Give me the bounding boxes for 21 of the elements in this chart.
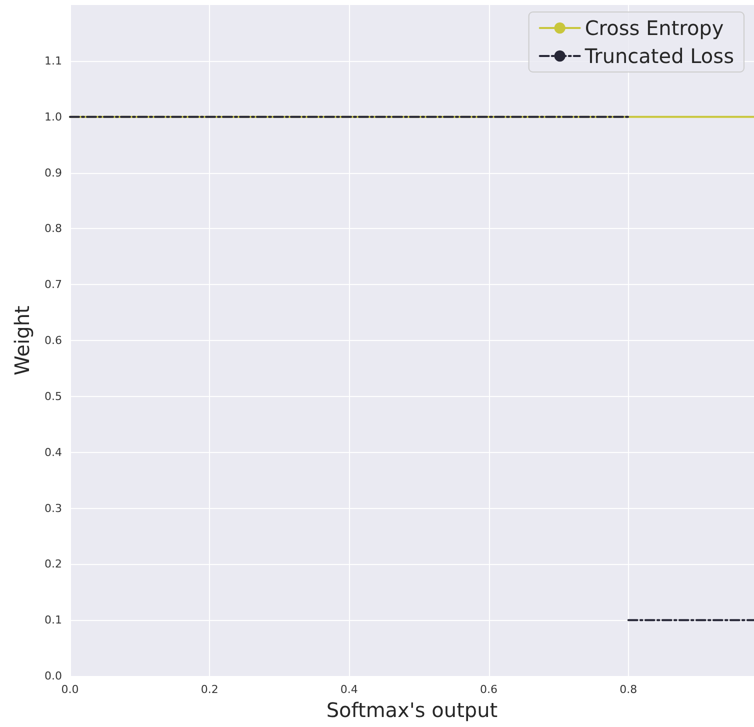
y-tick-label: 0.3: [44, 502, 62, 515]
y-tick-label: 0.0: [44, 670, 62, 682]
x-tick-label: 0.2: [200, 683, 218, 696]
x-tick-label: 0.6: [480, 683, 498, 696]
y-axis-title: Weight: [10, 306, 34, 376]
x-tick-label: 0.0: [61, 683, 79, 696]
x-axis-title: Softmax's output: [326, 698, 498, 722]
y-tick-label: 0.7: [44, 278, 62, 292]
y-tick-label: 0.2: [44, 558, 62, 571]
y-tick-label: 0.8: [44, 222, 62, 236]
y-tick-label: 0.9: [44, 166, 62, 180]
legend-label: Truncated Loss: [584, 44, 734, 68]
x-tick-label: 0.4: [340, 683, 358, 696]
y-tick-label: 1.0: [44, 110, 62, 124]
legend-label: Cross Entropy: [584, 16, 724, 40]
y-tick-label: 0.5: [44, 390, 62, 403]
y-tick-label: 1.1: [44, 54, 62, 68]
x-tick-label: 0.8: [620, 683, 638, 696]
y-tick-label: 0.1: [44, 614, 62, 627]
y-tick-label: 0.6: [44, 334, 62, 347]
y-tick-label: 0.4: [44, 446, 62, 459]
